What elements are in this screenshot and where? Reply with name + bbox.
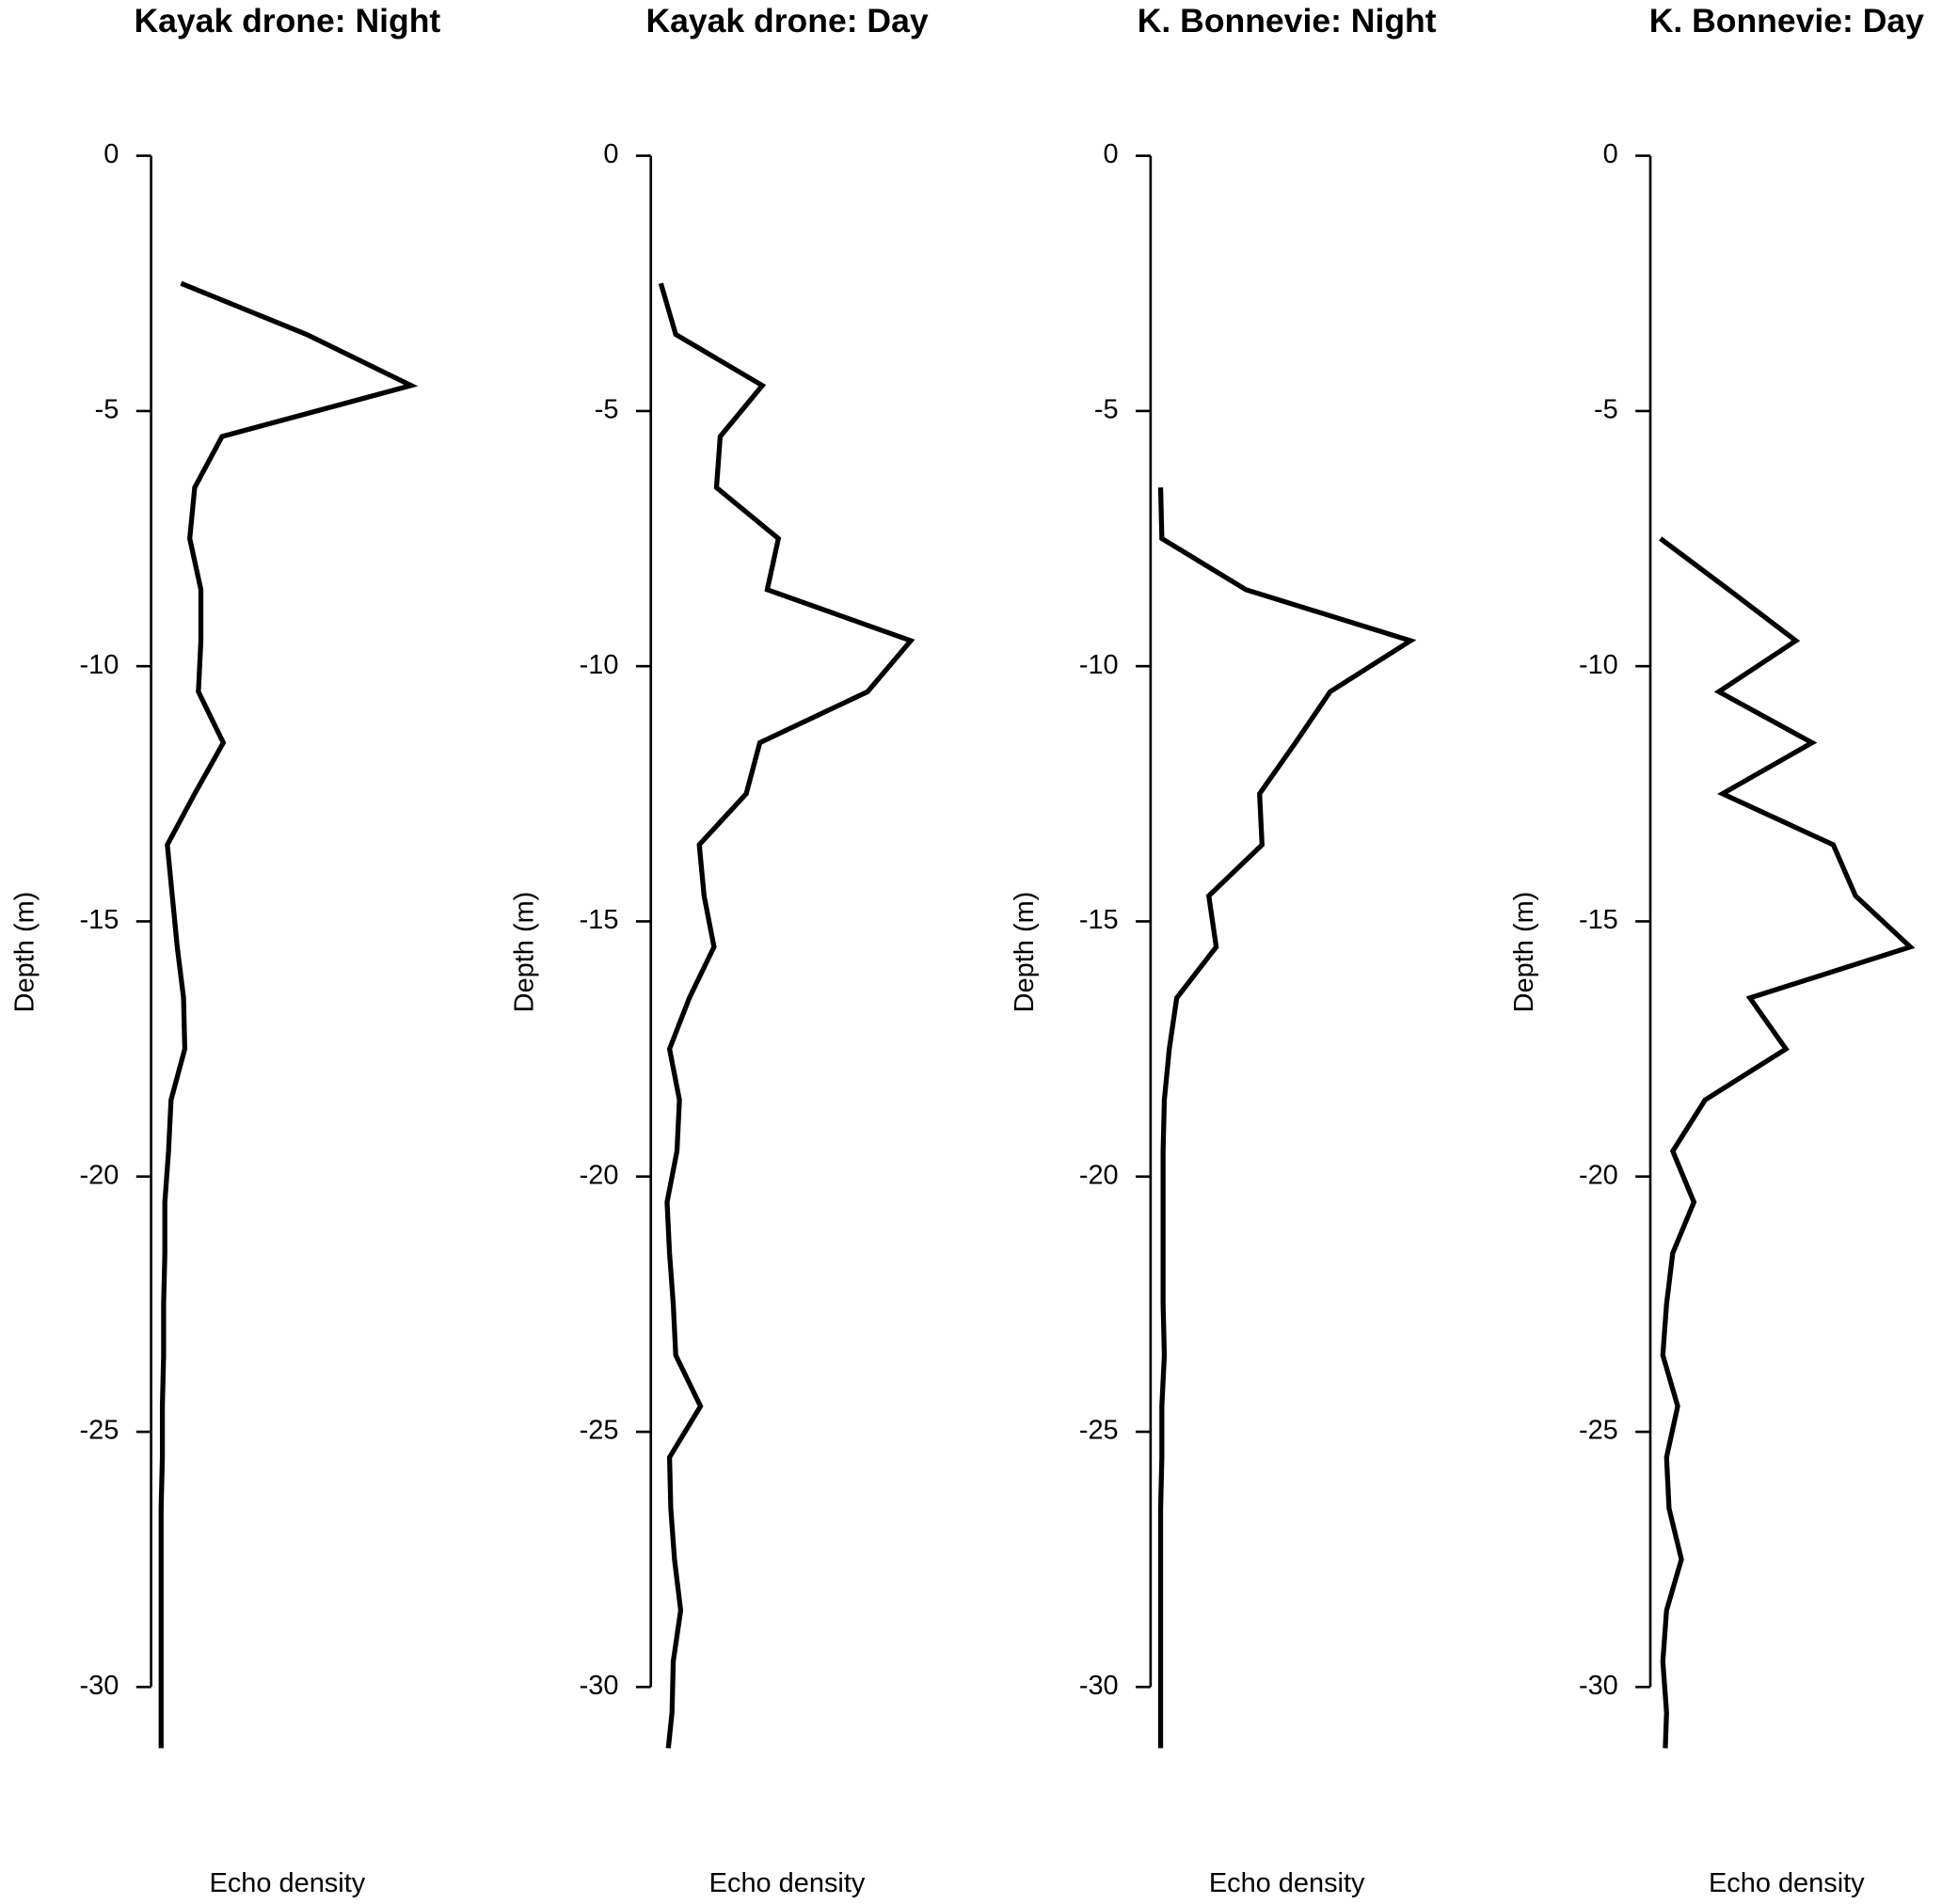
x-axis-title: Echo density — [210, 1868, 366, 1898]
y-axis-title: Depth (m) — [510, 892, 540, 1013]
y-axis-title: Depth (m) — [1010, 892, 1040, 1013]
x-axis-title: Echo density — [1209, 1868, 1365, 1898]
profile-line — [1659, 536, 1916, 1749]
y-axis-title: Depth (m) — [10, 892, 40, 1013]
x-axis-title: Echo density — [709, 1868, 866, 1898]
y-tick-label: -5 — [1094, 395, 1119, 425]
y-tick-label: -5 — [1594, 395, 1618, 425]
panel: K. Bonnevie: Day Depth (m) Echo density 0 -5… — [1509, 2, 1924, 1898]
chart-title: K. Bonnevie: Night — [1138, 2, 1437, 40]
y-tick-label: -20 — [80, 1160, 119, 1190]
chart-title: Kayak drone: Day — [645, 2, 928, 40]
y-tick-label: -10 — [1079, 650, 1119, 680]
y-tick-label: 0 — [603, 139, 618, 169]
y-tick-label: -15 — [580, 905, 619, 935]
y-tick-label: -15 — [80, 905, 119, 935]
y-axis-title: Depth (m) — [1509, 892, 1539, 1013]
y-tick-label: 0 — [103, 139, 119, 169]
y-tick-label: -10 — [1579, 650, 1618, 680]
y-tick-label: -25 — [80, 1416, 119, 1446]
y-tick-label: -30 — [1579, 1671, 1618, 1701]
y-tick-label: -5 — [95, 395, 119, 425]
x-axis-title: Echo density — [1709, 1868, 1865, 1898]
profile-line — [658, 282, 915, 1749]
y-tick-label: -10 — [580, 650, 619, 680]
profile-line — [1157, 487, 1417, 1749]
chart-title: Kayak drone: Night — [135, 2, 441, 40]
y-tick-label: -5 — [595, 395, 619, 425]
panel: Kayak drone: Night Depth (m) Echo density 0… — [10, 2, 441, 1898]
profile-line — [158, 280, 419, 1749]
panel: Kayak drone: Day Depth (m) Echo density 0 -5… — [510, 2, 929, 1898]
y-tick-label: -15 — [1579, 905, 1618, 935]
y-tick-label: 0 — [1603, 139, 1618, 169]
chart-title: K. Bonnevie: Day — [1649, 2, 1924, 40]
y-tick-label: -25 — [1079, 1416, 1119, 1446]
y-tick-label: -15 — [1079, 905, 1119, 935]
y-tick-label: -30 — [580, 1671, 619, 1701]
y-tick-label: -25 — [1579, 1416, 1618, 1446]
y-tick-label: -30 — [80, 1671, 119, 1701]
y-tick-label: -25 — [580, 1416, 619, 1446]
y-tick-label: -20 — [1579, 1160, 1618, 1190]
y-tick-label: -20 — [1079, 1160, 1119, 1190]
panel: K. Bonnevie: Night Depth (m) Echo density 0… — [1010, 2, 1437, 1898]
y-tick-label: -20 — [580, 1160, 619, 1190]
y-tick-label: -10 — [80, 650, 119, 680]
y-tick-label: -30 — [1079, 1671, 1119, 1701]
y-tick-label: 0 — [1104, 139, 1119, 169]
